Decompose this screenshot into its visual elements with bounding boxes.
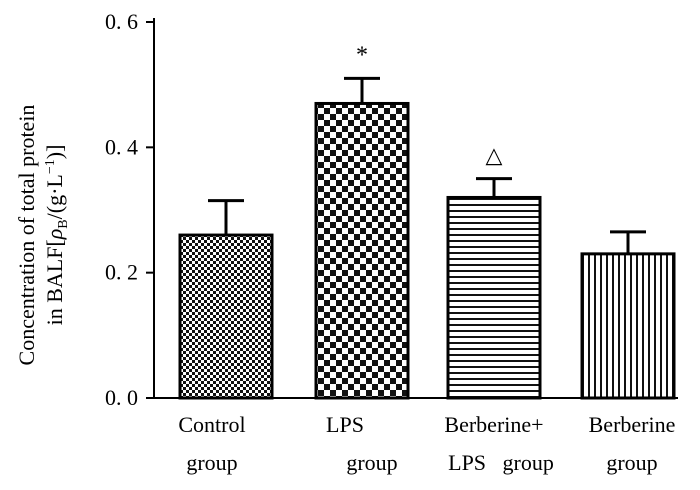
- significance-mark: *: [356, 42, 368, 68]
- x-tick-labels: Control group LPS group Berberine+ LPS group B…: [178, 412, 675, 475]
- x-tick-label: group: [346, 450, 397, 475]
- y-tick-label: 0. 4: [105, 134, 138, 159]
- y-ticks: 0. 0 0. 2 0. 4 0. 6: [105, 9, 154, 410]
- x-tick-label: group: [186, 450, 237, 475]
- y-axis-label-line1: Concentration of total protein: [14, 105, 39, 366]
- x-tick-label: LPS group: [448, 450, 554, 475]
- x-tick-label: LPS: [326, 412, 364, 437]
- x-tick-label: group: [606, 450, 657, 475]
- y-axis-label: Concentration of total protein in BALF[ρ…: [14, 105, 71, 366]
- x-tick-label: Berberine: [589, 412, 676, 437]
- y-tick-label: 0. 6: [105, 9, 138, 34]
- x-tick-label: Berberine+: [444, 412, 543, 437]
- bar: [580, 252, 676, 400]
- x-tick-label: Control: [178, 412, 245, 437]
- y-tick-label: 0. 0: [105, 385, 138, 410]
- bars: *△: [178, 42, 676, 400]
- y-axis-label-line2: in BALF[ρB/(g·L−1)]: [42, 145, 71, 326]
- bar: [446, 195, 542, 400]
- bar: [314, 101, 410, 400]
- y-tick-label: 0. 2: [105, 260, 138, 285]
- bar: [178, 233, 274, 400]
- significance-mark: △: [486, 143, 503, 168]
